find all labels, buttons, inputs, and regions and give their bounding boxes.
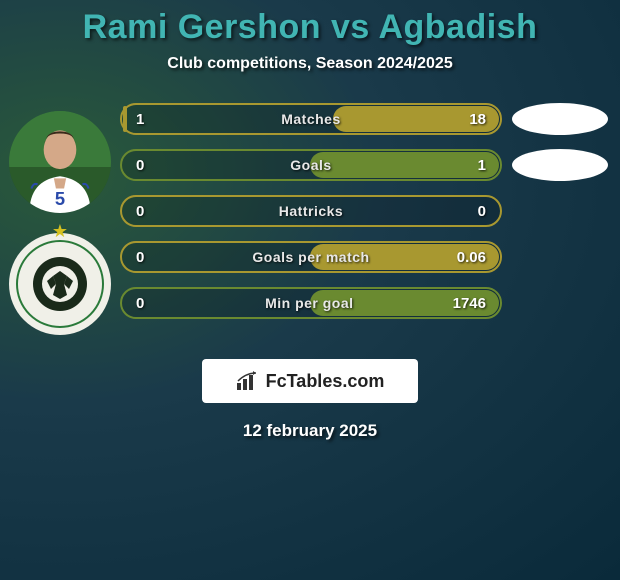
stat-value-right: 0.06	[456, 249, 486, 266]
right-column	[510, 103, 620, 181]
player-avatar-svg: 5	[9, 111, 111, 213]
star-icon: ★	[52, 221, 68, 242]
left-column: 5 ★	[0, 103, 120, 335]
stat-row-matches: 1Matches18	[120, 103, 502, 135]
stat-value-left: 0	[136, 203, 166, 220]
club-badge: ★	[9, 233, 111, 335]
stat-value-right: 0	[456, 203, 486, 220]
stat-label: Hattricks	[166, 203, 456, 219]
stat-value-left: 0	[136, 157, 166, 174]
stat-value-left: 0	[136, 249, 166, 266]
page-title: Rami Gershon vs Agbadish	[0, 8, 620, 47]
footer-date: 12 february 2025	[0, 421, 620, 441]
stat-fill-left	[123, 106, 127, 132]
stat-value-left: 1	[136, 111, 166, 128]
stat-label: Goals per match	[166, 249, 456, 265]
stats-area: 5 ★	[0, 103, 620, 335]
bars-icon	[236, 371, 260, 391]
opponent-avatar-placeholder	[512, 149, 608, 181]
shirt-number: 5	[55, 188, 65, 209]
page-subtitle: Club competitions, Season 2024/2025	[0, 55, 620, 73]
stat-label: Min per goal	[166, 295, 453, 311]
stat-label: Goals	[166, 157, 456, 173]
stat-value-right: 1	[456, 157, 486, 174]
stat-value-left: 0	[136, 295, 166, 312]
brand-text: FcTables.com	[266, 371, 385, 392]
stat-label: Matches	[166, 111, 456, 127]
stat-value-right: 1746	[453, 295, 486, 312]
club-ball-icon	[33, 257, 87, 311]
stat-bars: 1Matches180Goals10Hattricks00Goals per m…	[120, 103, 510, 319]
brand-logo: FcTables.com	[202, 359, 418, 403]
player-avatar: 5	[9, 111, 111, 213]
stat-value-right: 18	[456, 111, 486, 128]
stat-row-goals: 0Goals1	[120, 149, 502, 181]
stat-row-goals-per-match: 0Goals per match0.06	[120, 241, 502, 273]
opponent-avatar-placeholder	[512, 103, 608, 135]
stat-row-min-per-goal: 0Min per goal1746	[120, 287, 502, 319]
stat-row-hattricks: 0Hattricks0	[120, 195, 502, 227]
